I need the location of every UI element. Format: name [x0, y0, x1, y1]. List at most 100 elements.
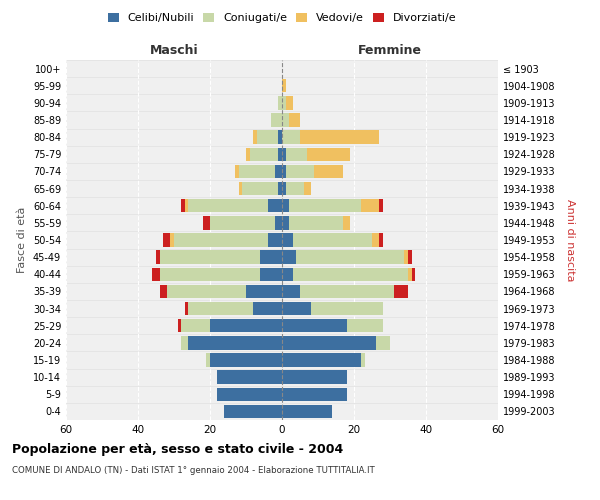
- Bar: [293, 234, 372, 246]
- Bar: [278, 148, 282, 161]
- Bar: [282, 148, 286, 161]
- Bar: [239, 182, 242, 196]
- Bar: [278, 96, 282, 110]
- Bar: [278, 182, 282, 196]
- Bar: [361, 199, 379, 212]
- Bar: [289, 114, 300, 126]
- Bar: [282, 284, 300, 298]
- Bar: [282, 268, 293, 281]
- Bar: [286, 148, 307, 161]
- Bar: [250, 148, 278, 161]
- Bar: [412, 268, 415, 281]
- Bar: [282, 164, 286, 178]
- Bar: [217, 370, 282, 384]
- Bar: [376, 336, 390, 349]
- Bar: [361, 354, 365, 366]
- Bar: [203, 216, 210, 230]
- Bar: [257, 130, 278, 144]
- Bar: [282, 250, 296, 264]
- Bar: [289, 216, 343, 230]
- Bar: [246, 148, 250, 161]
- Bar: [271, 114, 282, 126]
- Bar: [181, 319, 210, 332]
- Bar: [217, 388, 282, 401]
- Bar: [282, 182, 286, 196]
- Bar: [296, 250, 404, 264]
- Bar: [268, 234, 282, 246]
- Bar: [163, 234, 170, 246]
- Bar: [286, 164, 314, 178]
- Bar: [152, 268, 160, 281]
- Bar: [253, 130, 257, 144]
- Bar: [286, 96, 293, 110]
- Bar: [282, 370, 347, 384]
- Bar: [282, 319, 347, 332]
- Text: Femmine: Femmine: [358, 44, 422, 57]
- Bar: [300, 284, 394, 298]
- Bar: [307, 148, 350, 161]
- Legend: Celibi/Nubili, Coniugati/e, Vedovi/e, Divorziati/e: Celibi/Nubili, Coniugati/e, Vedovi/e, Di…: [106, 10, 458, 26]
- Bar: [275, 164, 282, 178]
- Bar: [181, 199, 185, 212]
- Bar: [347, 319, 383, 332]
- Bar: [372, 234, 379, 246]
- Bar: [160, 268, 260, 281]
- Bar: [293, 268, 408, 281]
- Bar: [408, 268, 412, 281]
- Bar: [282, 302, 311, 316]
- Bar: [210, 354, 282, 366]
- Bar: [404, 250, 408, 264]
- Bar: [282, 336, 376, 349]
- Bar: [275, 216, 282, 230]
- Bar: [282, 388, 347, 401]
- Bar: [282, 234, 293, 246]
- Bar: [408, 250, 412, 264]
- Bar: [210, 216, 275, 230]
- Bar: [282, 216, 289, 230]
- Bar: [160, 284, 167, 298]
- Bar: [156, 250, 160, 264]
- Bar: [268, 199, 282, 212]
- Bar: [282, 404, 332, 418]
- Bar: [286, 182, 304, 196]
- Text: COMUNE DI ANDALO (TN) - Dati ISTAT 1° gennaio 2004 - Elaborazione TUTTITALIA.IT: COMUNE DI ANDALO (TN) - Dati ISTAT 1° ge…: [12, 466, 375, 475]
- Bar: [282, 114, 289, 126]
- Bar: [181, 336, 188, 349]
- Bar: [289, 199, 361, 212]
- Bar: [235, 164, 239, 178]
- Bar: [300, 130, 379, 144]
- Bar: [206, 354, 210, 366]
- Y-axis label: Fasce di età: Fasce di età: [17, 207, 27, 273]
- Bar: [178, 319, 181, 332]
- Bar: [246, 284, 282, 298]
- Bar: [224, 404, 282, 418]
- Bar: [394, 284, 408, 298]
- Bar: [160, 250, 260, 264]
- Bar: [282, 130, 300, 144]
- Bar: [188, 336, 282, 349]
- Bar: [314, 164, 343, 178]
- Bar: [210, 319, 282, 332]
- Bar: [170, 234, 174, 246]
- Bar: [242, 182, 278, 196]
- Bar: [260, 250, 282, 264]
- Bar: [185, 302, 188, 316]
- Bar: [188, 302, 253, 316]
- Bar: [174, 234, 268, 246]
- Bar: [282, 199, 289, 212]
- Text: Maschi: Maschi: [149, 44, 199, 57]
- Bar: [343, 216, 350, 230]
- Text: Popolazione per età, sesso e stato civile - 2004: Popolazione per età, sesso e stato civil…: [12, 442, 343, 456]
- Bar: [185, 199, 188, 212]
- Bar: [167, 284, 246, 298]
- Bar: [379, 234, 383, 246]
- Bar: [260, 268, 282, 281]
- Bar: [304, 182, 311, 196]
- Bar: [311, 302, 383, 316]
- Bar: [282, 96, 286, 110]
- Y-axis label: Anni di nascita: Anni di nascita: [565, 198, 575, 281]
- Bar: [379, 199, 383, 212]
- Bar: [282, 79, 286, 92]
- Bar: [239, 164, 275, 178]
- Bar: [282, 354, 361, 366]
